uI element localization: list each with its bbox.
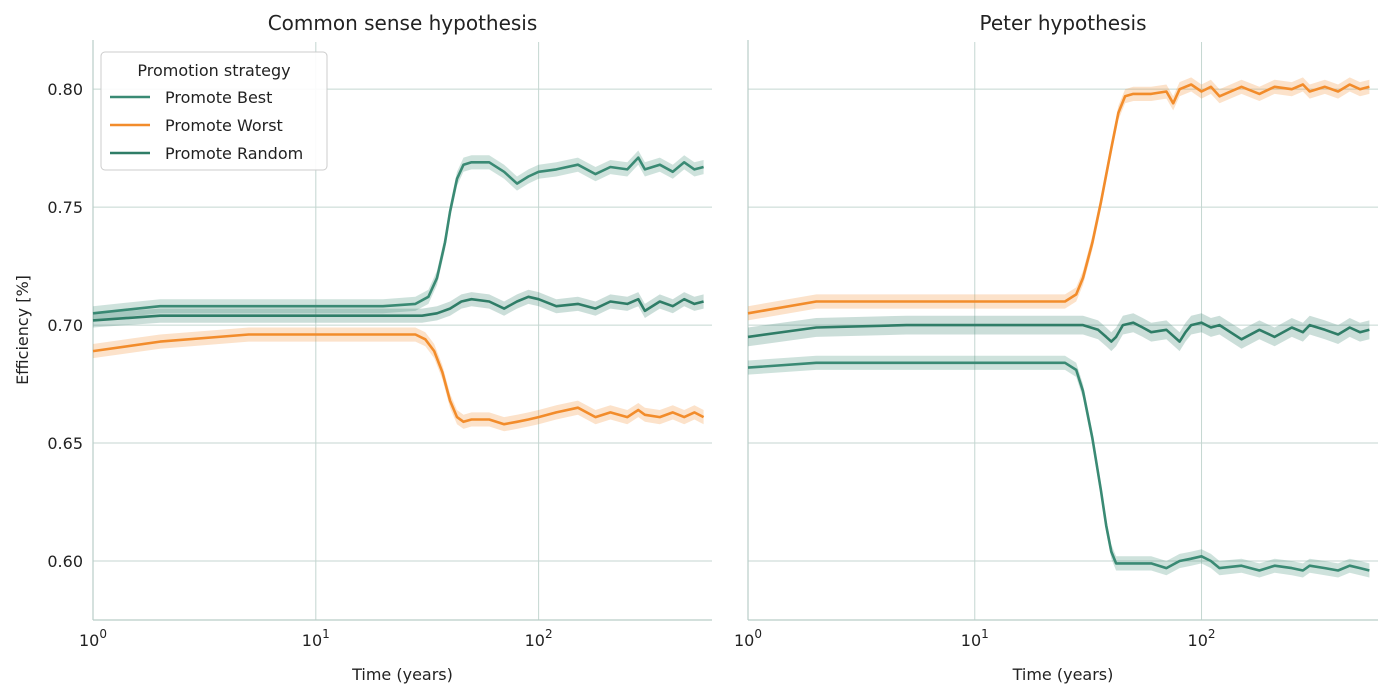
x-tick-exponent: 0 [99, 627, 107, 641]
y-tick-label: 0.65 [47, 434, 83, 453]
x-tick-base: 10 [79, 631, 99, 650]
x-tick-label: 102 [525, 627, 553, 650]
legend-title: Promotion strategy [137, 61, 290, 80]
legend: Promotion strategy Promote Best Promote Wo… [100, 51, 328, 171]
y-tick-label: 0.75 [47, 198, 83, 217]
x-tick-base: 10 [525, 631, 545, 650]
x-tick-base: 10 [734, 631, 754, 650]
x-axis-label: Time (years) [1012, 665, 1114, 684]
series-line [92, 333, 705, 426]
x-tick-label: 101 [302, 627, 330, 650]
y-tick-label: 0.60 [47, 552, 83, 571]
y-tick-label: 0.80 [47, 80, 83, 99]
confidence-band [748, 313, 1370, 352]
x-tick-exponent: 2 [1208, 627, 1216, 641]
confidence-band [748, 355, 1370, 578]
x-tick-label: 100 [79, 627, 107, 650]
confidence-band [748, 77, 1370, 321]
legend-entry-label: Promote Best [165, 88, 272, 107]
series-line [92, 295, 704, 322]
x-tick-exponent: 2 [545, 627, 553, 641]
legend-entry-label: Promote Worst [165, 116, 283, 135]
x-tick-label: 101 [961, 627, 989, 650]
confidence-band [93, 327, 704, 432]
x-tick-exponent: 0 [754, 627, 762, 641]
series-line [747, 361, 1370, 572]
x-tick-base: 10 [1188, 631, 1208, 650]
x-axis-label: Time (years) [351, 665, 453, 684]
y-axis-label: Efficiency [%] [13, 275, 32, 385]
panel-common-sense: Common sense hypothesis 0.60 0.65 0.70 0.75 0… [47, 11, 712, 684]
x-tick-label: 102 [1188, 627, 1216, 650]
x-tick-base: 10 [961, 631, 981, 650]
legend-box [100, 51, 328, 171]
confidence-band [93, 289, 704, 328]
series-line [92, 156, 704, 315]
series-line [747, 83, 1370, 315]
chart-title: Peter hypothesis [979, 11, 1146, 35]
chart-title: Common sense hypothesis [268, 11, 538, 35]
legend-entry-label: Promote Random [165, 144, 303, 163]
x-tick-label: 100 [734, 627, 762, 650]
x-tick-base: 10 [302, 631, 322, 650]
x-tick-exponent: 1 [322, 627, 330, 641]
series-line [747, 321, 1370, 343]
x-tick-exponent: 1 [981, 627, 989, 641]
y-tick-label: 0.70 [47, 316, 83, 335]
